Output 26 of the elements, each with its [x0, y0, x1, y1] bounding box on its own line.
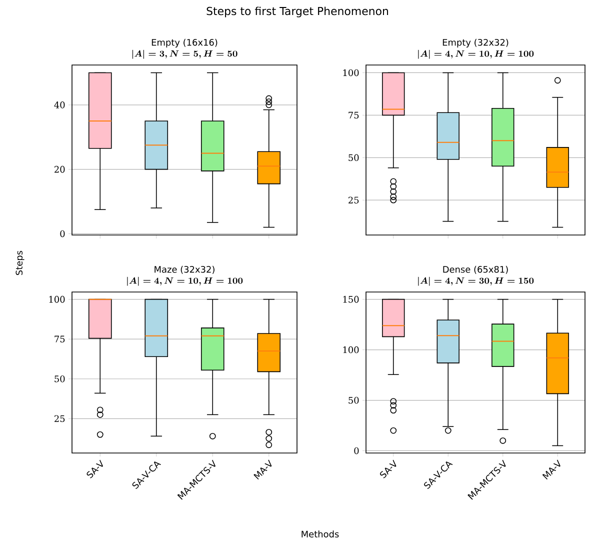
text: Steps to first Target Phenomenon [206, 6, 388, 18]
chart-subtitle: $|A| = 4, N = 30, H = 150$ [418, 276, 534, 286]
y-tick-label: 25 [348, 196, 359, 204]
y-tick-label: 0 [60, 230, 65, 238]
y-tick-label: 50 [348, 154, 359, 162]
chart-title: Dense (65x81) [443, 266, 508, 274]
chart-subtitle: $|A| = 4, N = 10, H = 100$ [418, 50, 534, 59]
y-tick-label: 75 [348, 112, 359, 119]
y-tick-label: 0 [354, 447, 359, 454]
y-axis-title: Steps [16, 250, 24, 275]
chart-subtitle: $|A| = 4, N = 10, H = 100$ [127, 276, 243, 286]
y-tick-label: 100 [343, 346, 359, 354]
x-axis-title: Methods [302, 530, 339, 538]
y-tick-label: 20 [54, 166, 65, 173]
chart-title: Empty (16x16) [152, 38, 218, 48]
y-tick-label: 100 [49, 296, 65, 303]
y-tick-label: 50 [54, 375, 65, 382]
y-tick-label: 100 [343, 69, 359, 76]
y-tick-label: 75 [54, 336, 65, 342]
chart-title: Maze (32x32) [154, 266, 214, 274]
y-tick-label: 150 [343, 296, 359, 303]
y-tick-label: 40 [54, 102, 65, 108]
chart-subtitle: $|A| = 3, N = 5, H = 50$ [132, 50, 238, 59]
y-tick-label: 25 [54, 415, 65, 422]
chart-title: Empty (32x32) [442, 38, 508, 48]
y-tick-label: 50 [348, 396, 359, 404]
